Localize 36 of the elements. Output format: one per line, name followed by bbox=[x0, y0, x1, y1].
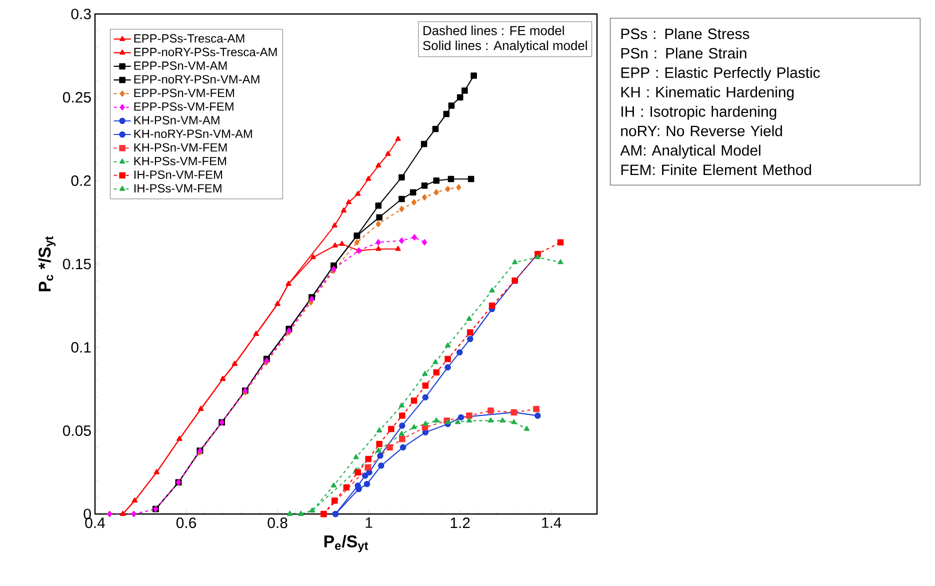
y-tick-label: 0.25 bbox=[62, 92, 91, 103]
text: PSs : Plane Stress bbox=[621, 28, 750, 40]
text: KH : Kinematic Hardening bbox=[621, 86, 794, 100]
legend-label: KH-noRY-PSn-VM-AM bbox=[134, 130, 252, 138]
legend-label: KH-PSn-VM-FEM bbox=[134, 143, 227, 152]
text: noRY: No Reverse Yield bbox=[621, 125, 782, 136]
legend-label: EPP-noRY-PSs-Tresca-AM bbox=[134, 48, 277, 56]
y-tick-label: 0.3 bbox=[71, 8, 91, 20]
legend-label: EPP-PSs-VM-FEM bbox=[134, 102, 234, 111]
annotation: Solid lines : Analytical model bbox=[423, 40, 587, 53]
y-tick-label: 0.1 bbox=[71, 342, 91, 353]
y-axis-title: P$_{c}$ */S$_{yt}$ bbox=[38, 236, 56, 292]
x-tick-label: 0.6 bbox=[176, 518, 196, 528]
text: PSn : Plane Strain bbox=[621, 48, 746, 59]
y-tick-label: 0.05 bbox=[62, 425, 91, 436]
text: IH : Isotropic hardening bbox=[622, 106, 776, 120]
annotation: Dashed lines : FE model bbox=[424, 26, 564, 36]
x-tick-label: 1 bbox=[366, 518, 372, 528]
text: AM: Analytical Model bbox=[620, 144, 760, 159]
legend-label: KH-PSs-VM-FEM bbox=[134, 156, 226, 166]
x-axis-title: P$_{e}$/S$_{yt}$ bbox=[324, 534, 368, 552]
legend-label: EPP-noRY-PSn-VM-AM bbox=[134, 75, 260, 84]
x-tick-label: 0.4 bbox=[85, 518, 105, 528]
x-tick-label: 0.8 bbox=[268, 518, 288, 528]
x-tick-label: 1.4 bbox=[542, 518, 562, 528]
y-tick-label: 0.15 bbox=[62, 258, 91, 270]
legend-label: IH-PSs-VM-FEM bbox=[134, 184, 222, 193]
legend-label: EPP-PSn-VM-FEM bbox=[134, 88, 234, 98]
legend-label: EPP-PSs-Tresca-AM bbox=[134, 34, 244, 43]
y-tick-label: 0.2 bbox=[71, 175, 91, 186]
text: EPP : Elastic Perfectly Plastic bbox=[621, 67, 820, 81]
text: FEM: Finite Element Method bbox=[621, 164, 812, 176]
x-tick-label: 1.2 bbox=[450, 518, 470, 528]
legend-label: EPP-PSn-VM-AM bbox=[134, 61, 227, 70]
legend-label: IH-PSn-VM-FEM bbox=[134, 170, 222, 179]
legend-label: KH-PSn-VM-AM bbox=[134, 116, 220, 124]
